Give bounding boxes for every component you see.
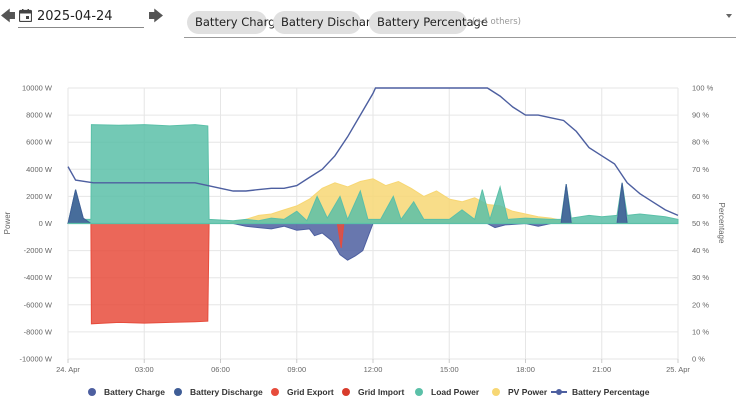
y-left-tick-label: 8000 W [26,111,53,120]
y-left-tick-label: -8000 W [24,327,53,336]
y-left-tick-label: -10000 W [19,355,52,364]
series-grid-export-area [68,223,678,325]
x-tick-label: 12:00 [364,365,383,374]
series-select[interactable]: Battery Charge Battery Discharge Battery… [184,8,736,38]
y-right-tick-label: 100 % [692,84,714,93]
calendar-icon [19,9,32,22]
y-right-tick-label: 30 % [692,273,709,282]
y-left-tick-label: -6000 W [24,300,53,309]
y-left-tick-label: 4000 W [26,165,53,174]
y-right-tick-label: 60 % [692,192,709,201]
y-left-tick-label: 10000 W [22,84,53,93]
dropdown-caret-icon[interactable] [726,14,732,18]
y-right-tick-label: 20 % [692,300,709,309]
previous-day-icon[interactable]: 🡄 [0,8,16,25]
legend-swatch [492,388,500,396]
x-tick-label: 15:00 [440,365,459,374]
next-day-icon[interactable]: 🡆 [148,8,164,25]
y-right-tick-label: 0 % [692,355,705,364]
axis-layer: -10000 W -8000 W -6000 W -4000 W -2000 W 0 W 2… [3,84,726,375]
y-left-tick-label: 6000 W [26,138,53,147]
x-tick-label: 24. Apr [56,365,80,374]
chip-battery-discharge[interactable]: Battery Discharge [273,11,385,34]
legend: Battery Charge Battery Discharge Grid Ex… [82,385,682,399]
legend-label: Grid Import [358,387,405,397]
y-left-axis-title: Power [3,211,12,234]
y-left-tick-label: -2000 W [24,246,53,255]
legend-swatch [88,388,96,396]
chip-battery-charge[interactable]: Battery Charge [187,11,283,34]
legend-swatch [415,388,423,396]
y-right-tick-label: 90 % [692,111,709,120]
date-value: 2025-04-24 [37,9,113,24]
x-tick-label: 25. Apr [666,365,690,374]
legend-swatch [174,388,182,396]
date-picker[interactable]: 2025-04-24 [18,6,144,28]
legend-swatch [342,388,350,396]
legend-label: Grid Export [287,387,334,397]
y-right-tick-label: 40 % [692,246,709,255]
y-right-axis-title: Percentage [717,203,726,244]
x-tick-label: 18:00 [516,365,535,374]
x-tick-label: 21:00 [592,365,611,374]
y-right-tick-label: 10 % [692,327,709,336]
x-tick-label: 09:00 [287,365,306,374]
y-right-tick-label: 50 % [692,219,709,228]
x-tick-label: 06:00 [211,365,230,374]
series-battery-percentage-line [67,87,679,217]
y-right-tick-label: 70 % [692,165,709,174]
series-load-power-area [67,124,679,224]
legend-label: PV Power [508,387,548,397]
y-right-tick-label: 80 % [692,138,709,147]
legend-label: Load Power [431,387,480,397]
legend-swatch [551,389,567,395]
series-pv-power-area [68,178,678,224]
x-tick-label: 03:00 [135,365,154,374]
legend-label: Battery Discharge [190,387,263,397]
y-left-tick-label: 0 W [39,219,53,228]
legend-label: Battery Charge [104,387,165,397]
more-series-count: (+4 others) [472,17,521,27]
y-left-tick-label: 2000 W [26,192,53,201]
series-layer [67,87,679,325]
y-left-tick-label: -4000 W [24,273,53,282]
legend-label: Battery Percentage [572,387,650,397]
chip-battery-percentage[interactable]: Battery Percentage [369,11,488,34]
toolbar: 🡄 2025-04-24 🡆 Battery Charge Battery Di… [0,0,736,44]
legend-swatch [271,388,279,396]
